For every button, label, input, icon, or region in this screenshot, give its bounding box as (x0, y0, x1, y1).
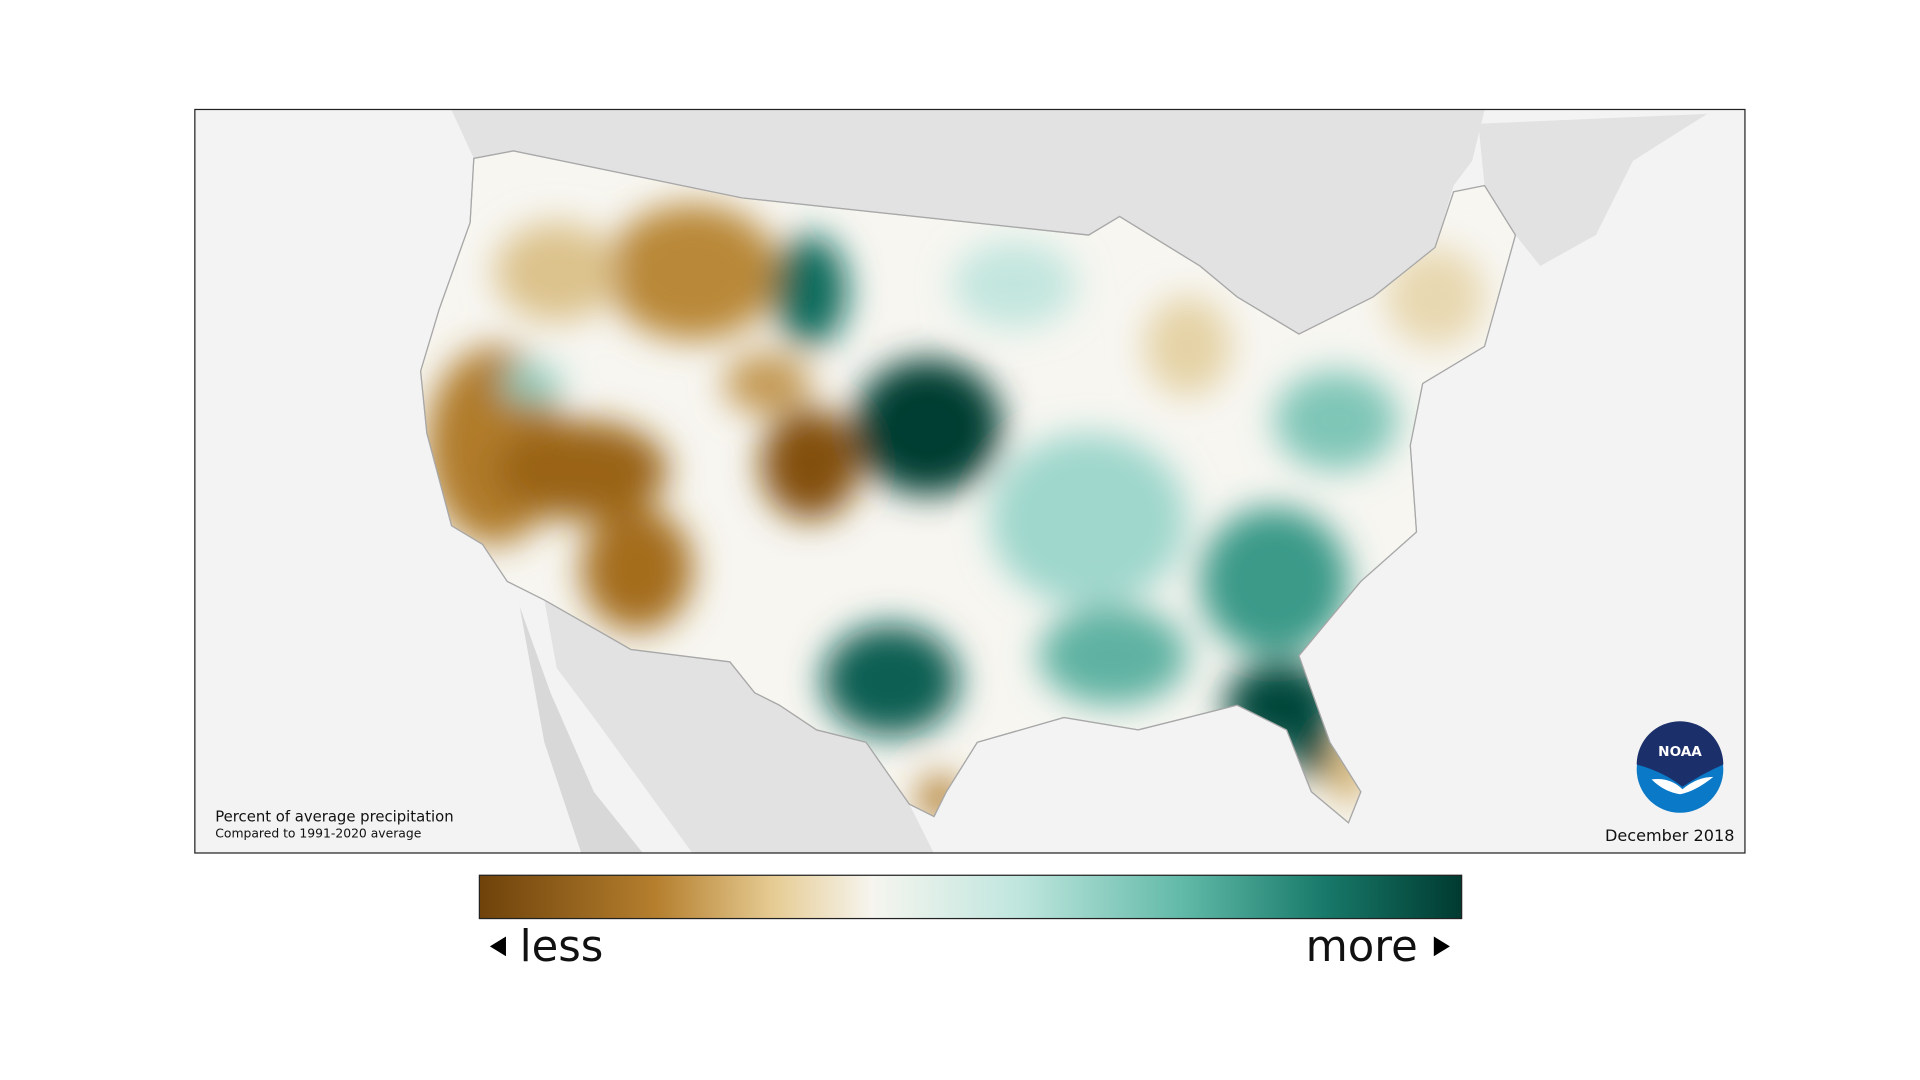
logo-text: NOAA (1658, 744, 1702, 760)
dry-area (494, 222, 619, 322)
wet-area (1289, 705, 1334, 780)
wet-area (1274, 371, 1398, 471)
less-arrow (489, 936, 506, 957)
logo-top (1636, 721, 1724, 787)
dry-area (494, 420, 669, 520)
wet-area (952, 241, 1077, 328)
more-arrow (1433, 936, 1450, 957)
dry-area (1144, 296, 1231, 396)
color-scale (478, 874, 1463, 920)
map-area (195, 110, 1745, 853)
legend-less: less (520, 922, 604, 972)
wet-area (773, 235, 848, 347)
dry-area (1385, 247, 1485, 347)
wet-area (501, 364, 563, 403)
caption-title: Percent of average precipitation (215, 808, 453, 825)
wet-area (853, 358, 1003, 495)
precip-field (426, 204, 1485, 821)
noaa-logo: NOAA (1636, 721, 1724, 813)
dry-area (760, 408, 860, 520)
baja (519, 606, 643, 853)
dry-area (606, 204, 780, 341)
canada-east (1478, 113, 1708, 266)
caption-subtitle: Compared to 1991-2020 average (215, 827, 421, 841)
mexico (544, 600, 934, 853)
logo-gull (1651, 776, 1714, 795)
map-date: December 2018 (1605, 826, 1734, 845)
wet-area (822, 624, 959, 737)
wet-area (989, 432, 1188, 607)
wet-area (1039, 606, 1188, 706)
wet-area (1200, 507, 1349, 656)
dry-area (581, 507, 693, 631)
map-frame (194, 108, 1746, 854)
legend-more: more (1306, 922, 1418, 972)
dry-area (723, 352, 811, 415)
